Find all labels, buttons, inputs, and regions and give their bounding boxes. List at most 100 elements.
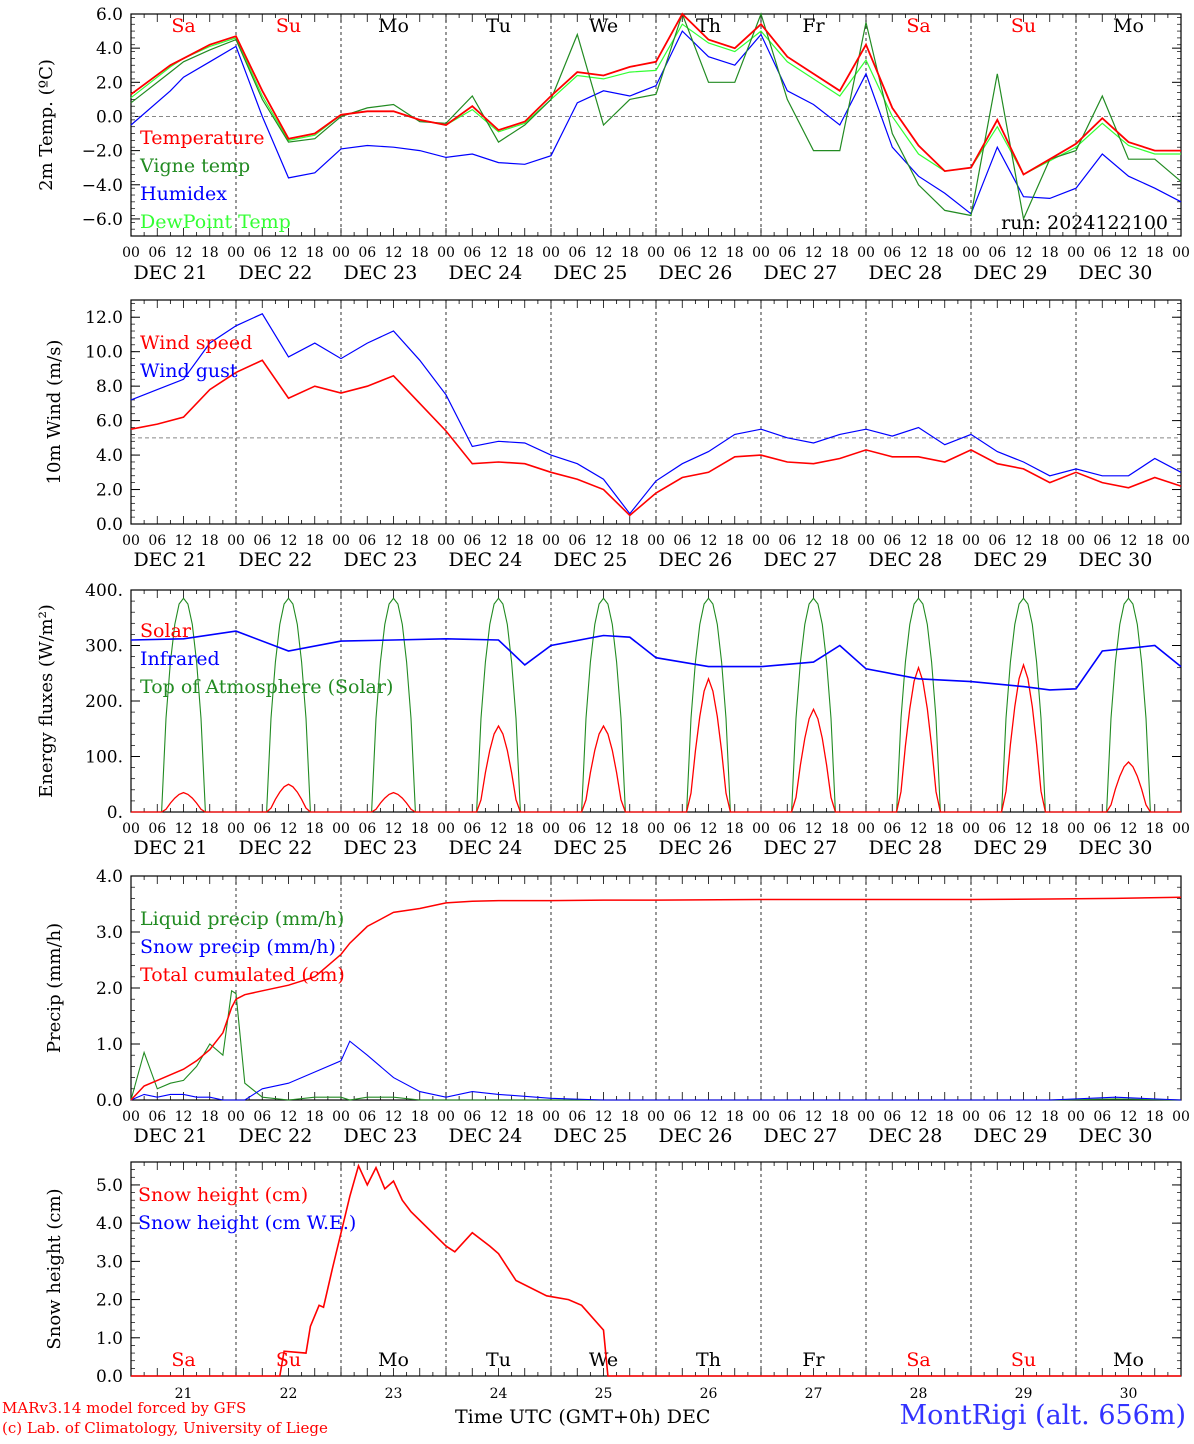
solar-line	[236, 783, 341, 813]
date-label: DEC 28	[868, 549, 942, 571]
hour-label: 18	[831, 821, 849, 837]
hour-label: 06	[883, 245, 901, 261]
hour-label: 18	[201, 245, 219, 261]
legend-entry: DewPoint Temp	[140, 211, 291, 233]
hour-label: 12	[1120, 245, 1138, 261]
date-label: DEC 27	[763, 1125, 837, 1147]
day-number-label: 30	[1120, 1386, 1138, 1402]
hour-label: 18	[621, 1109, 639, 1125]
day-number-label: 25	[595, 1386, 613, 1402]
weekday-label: We	[589, 15, 618, 37]
y-axis-label: Precip (mm/h)	[44, 923, 65, 1053]
station-label: MontRigi (alt. 656m)	[899, 1400, 1186, 1431]
hour-label: 18	[621, 821, 639, 837]
y-tick-label: 1.0	[96, 1035, 123, 1055]
toa-solar-line	[761, 597, 866, 813]
hour-label: 18	[306, 533, 324, 549]
hour-label: 06	[778, 821, 796, 837]
hour-label: 06	[1093, 533, 1111, 549]
hour-label: 12	[1015, 533, 1033, 549]
weekday-label: Th	[696, 1349, 721, 1371]
day-number-label: 24	[490, 1386, 508, 1402]
hour-label: 12	[385, 245, 403, 261]
date-label: DEC 21	[133, 262, 207, 284]
toa-solar-line	[971, 597, 1076, 813]
hour-label: 06	[988, 533, 1006, 549]
hour-label: 00	[122, 1109, 140, 1125]
y-tick-label: 0.	[107, 803, 123, 823]
date-label: DEC 23	[343, 262, 417, 284]
hour-label: 18	[516, 1109, 534, 1125]
legend-entry: Total cumulated (cm)	[140, 964, 345, 986]
hour-label: 12	[910, 245, 928, 261]
hour-label: 12	[1120, 533, 1138, 549]
hour-label: 12	[700, 245, 718, 261]
y-tick-label: 2.0	[96, 1291, 123, 1311]
hour-label: 00	[227, 245, 245, 261]
hour-label: 06	[358, 1109, 376, 1125]
date-label: DEC 23	[343, 1125, 417, 1147]
solar-line	[866, 665, 971, 813]
hour-label: 18	[306, 821, 324, 837]
hour-label: 12	[1120, 1109, 1138, 1125]
day-number-label: 23	[385, 1386, 403, 1402]
hour-label: 12	[700, 1109, 718, 1125]
hour-label: 12	[175, 533, 193, 549]
y-tick-label: 2.0	[96, 979, 123, 999]
y-tick-label: 12.0	[85, 308, 123, 328]
date-label: DEC 28	[868, 1125, 942, 1147]
date-label: DEC 21	[133, 549, 207, 571]
model-credit: MARv3.14 model forced by GFS	[2, 1399, 247, 1417]
hour-label: 00	[332, 245, 350, 261]
hour-label: 12	[595, 245, 613, 261]
hour-label: 12	[385, 821, 403, 837]
hour-label: 18	[516, 533, 534, 549]
day-number-label: 29	[1015, 1386, 1033, 1402]
hour-label: 18	[306, 1109, 324, 1125]
toa-solar-line	[656, 597, 761, 813]
temperature-line	[130, 23, 1181, 176]
hour-label: 12	[910, 533, 928, 549]
infrared-line	[130, 630, 1182, 691]
hour-label: 00	[542, 533, 560, 549]
hour-label: 12	[490, 245, 508, 261]
hour-label: 06	[568, 533, 586, 549]
hour-label: 18	[1146, 821, 1164, 837]
hour-label: 06	[673, 533, 691, 549]
date-label: DEC 28	[868, 837, 942, 859]
snow-precip-line	[130, 1040, 1182, 1101]
hour-label: 12	[490, 821, 508, 837]
hour-label: 06	[148, 533, 166, 549]
date-label: DEC 29	[973, 262, 1047, 284]
y-tick-label: 0.0	[96, 107, 123, 127]
hour-label: 12	[385, 1109, 403, 1125]
date-label: DEC 25	[553, 1125, 627, 1147]
hour-label: 00	[752, 533, 770, 549]
y-tick-label: 400.	[85, 581, 123, 601]
hour-label: 18	[831, 533, 849, 549]
month-label: DEC	[666, 1406, 711, 1428]
legend-entry: Wind gust	[140, 360, 238, 382]
hour-label: 12	[175, 245, 193, 261]
solar-line	[1076, 761, 1181, 813]
hour-label: 18	[1146, 245, 1164, 261]
weekday-label: Fr	[802, 1349, 825, 1371]
hour-label: 00	[857, 533, 875, 549]
y-tick-label: −2.0	[82, 142, 123, 162]
date-label: DEC 21	[133, 1125, 207, 1147]
hour-label: 00	[542, 245, 560, 261]
hour-label: 12	[595, 533, 613, 549]
y-tick-label: 1.0	[96, 1329, 123, 1349]
hour-label: 00	[332, 821, 350, 837]
date-label: DEC 26	[658, 549, 732, 571]
hour-label: 18	[1041, 533, 1059, 549]
day-number-label: 22	[280, 1386, 298, 1402]
y-axis-label: Snow height (cm)	[44, 1188, 65, 1349]
hour-label: 06	[463, 821, 481, 837]
hour-label: 06	[988, 245, 1006, 261]
hour-label: 06	[778, 245, 796, 261]
hour-label: 18	[831, 1109, 849, 1125]
date-label: DEC 29	[973, 837, 1047, 859]
